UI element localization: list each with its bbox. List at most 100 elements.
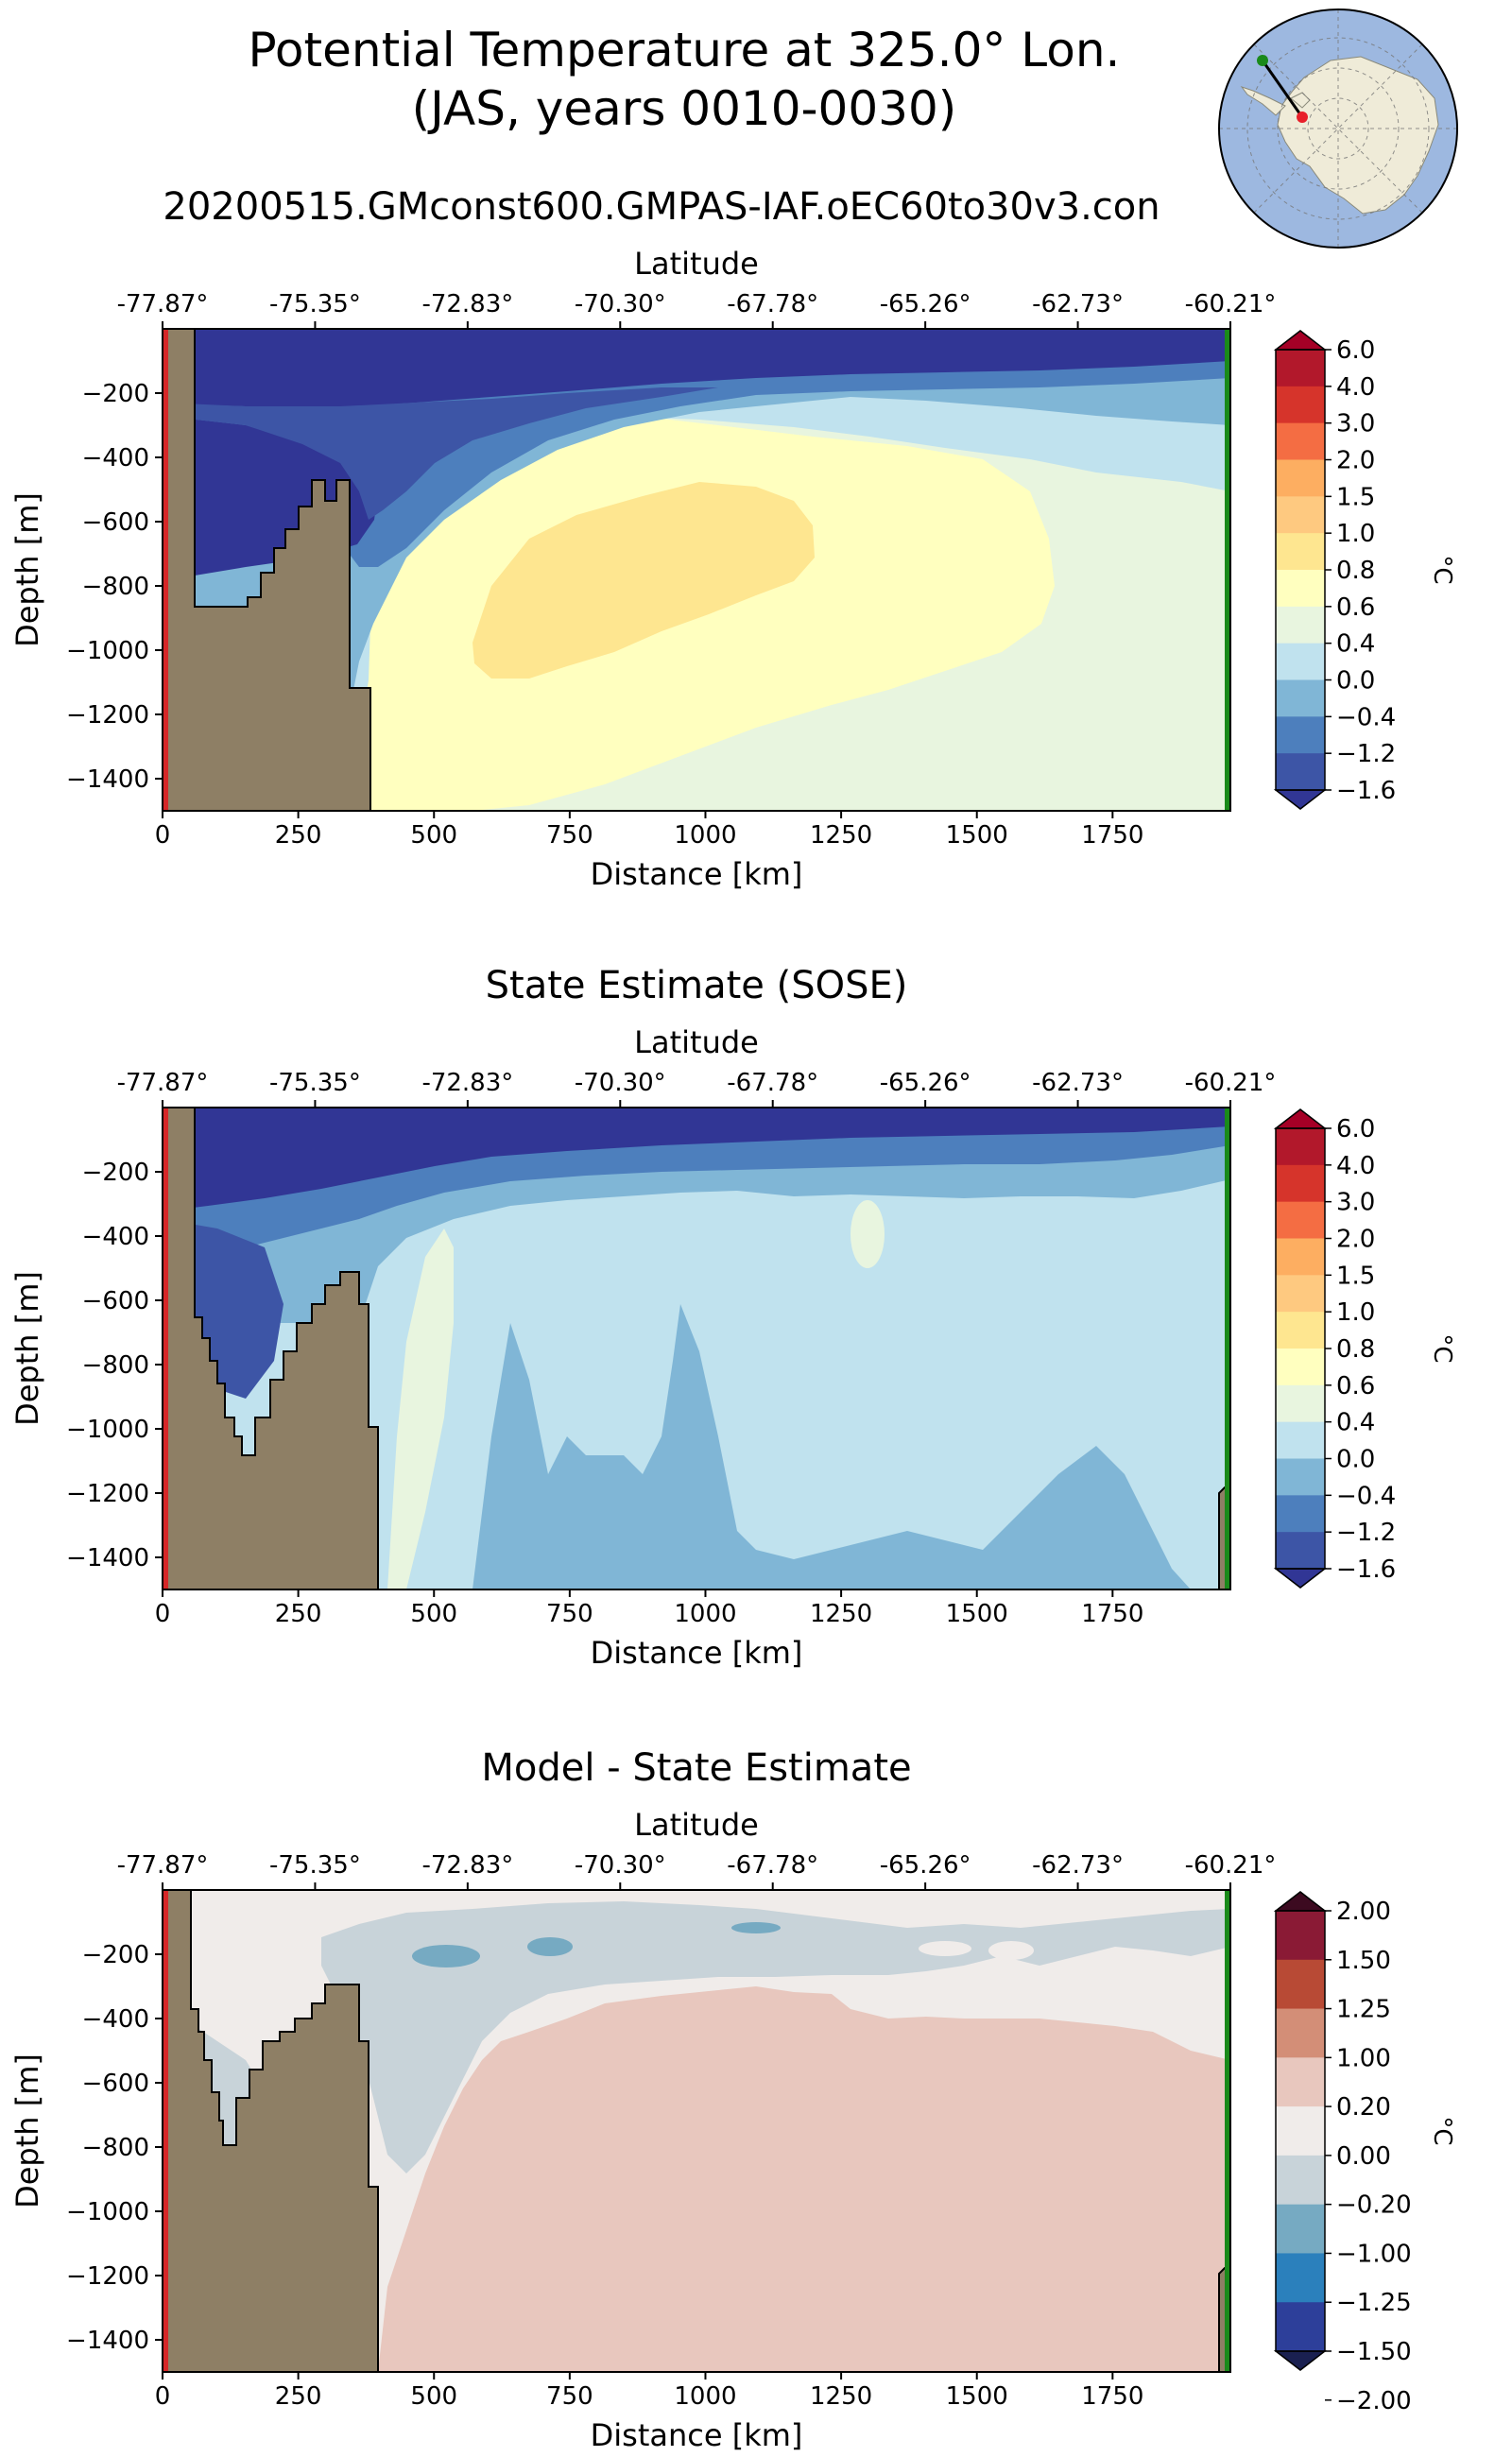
panel-diff-field	[163, 1890, 1230, 2372]
transect-end-bar	[1225, 329, 1230, 811]
lat-tick-label: -62.73°	[1032, 1851, 1124, 1880]
colorbar-tick-label: −0.20	[1336, 2191, 1412, 2220]
colorbar-band	[1276, 1384, 1325, 1423]
colorbar-tick-label: 0.6	[1336, 1372, 1375, 1400]
colorbar-tick-label: 0.00	[1336, 2142, 1391, 2171]
colorbar-band	[1276, 2302, 1325, 2352]
contour-neg0.4-0.0-deep	[472, 1304, 1191, 1589]
y-axis-label: Depth [m]	[9, 2053, 45, 2208]
colorbar-band	[1276, 606, 1325, 644]
x-tick-label: 1250	[810, 1600, 872, 1628]
colorbar-unit-label: °C	[1428, 555, 1456, 584]
lat-tick-label: -67.78°	[727, 1069, 818, 1097]
inset-graticule	[1219, 9, 1457, 248]
colorbar-band	[1276, 1238, 1325, 1276]
x-tick-label: 1750	[1081, 2382, 1143, 2411]
y-tick-label: −1200	[66, 2262, 149, 2291]
top-axis-label: Latitude	[634, 1807, 759, 1843]
inset-transect-end-marker	[1257, 55, 1268, 66]
y-tick-label: −200	[82, 1941, 149, 1969]
panel-diff-colorbar: 2.00 1.50 1.25 1.00 0.20 0.00 −0.20 −1.00 −1.25 −…	[1273, 1891, 1456, 2415]
lat-tick-label: -72.83°	[421, 290, 513, 318]
contour-gap-a	[919, 1941, 971, 1956]
colorbar-tick-label: 0.0	[1336, 1446, 1375, 1474]
y-tick-label: −600	[82, 1287, 149, 1315]
y-tick-label: −400	[82, 2005, 149, 2034]
lat-tick-label: -77.87°	[117, 1069, 209, 1097]
lat-tick-label: -75.35°	[269, 1851, 361, 1880]
colorbar-unit-label: °C	[1428, 2116, 1456, 2145]
lat-tick-label: -72.83°	[421, 1851, 513, 1880]
lat-tick-label: -70.30°	[575, 290, 666, 318]
y-tick-label: −1200	[66, 1480, 149, 1508]
figure-title-line1: Potential Temperature at 325.0° Lon.	[249, 23, 1121, 77]
colorbar-band	[1276, 2106, 1325, 2156]
x-tick-label: 1250	[810, 821, 872, 850]
contour-neg1.00-neg0.20-c	[731, 1922, 781, 1933]
x-tick-label: 750	[546, 1600, 593, 1628]
lat-tick-label: -77.87°	[117, 1851, 209, 1880]
x-tick-label: 0	[155, 2382, 171, 2411]
lat-tick-label: -67.78°	[727, 1851, 818, 1880]
contour-0.4-0.6-blob	[850, 1200, 885, 1268]
x-tick-label: 1500	[946, 1600, 1008, 1628]
colorbar-tick-label: 1.50	[1336, 1947, 1391, 1975]
colorbar-band	[1276, 1495, 1325, 1533]
x-tick-label: 500	[410, 1600, 457, 1628]
colorbar-extend-max	[1273, 330, 1328, 351]
lat-tick-label: -60.21°	[1185, 1069, 1277, 1097]
colorbar-tick-label: 2.00	[1336, 1898, 1391, 1926]
x-tick-label: 1000	[674, 821, 736, 850]
colorbar-tick-label: −0.4	[1336, 1482, 1396, 1510]
colorbar-tick-label: 4.0	[1336, 1152, 1375, 1180]
colorbar-tick-label: 0.8	[1336, 1335, 1375, 1364]
x-tick-label: 1000	[674, 1600, 736, 1628]
colorbar-tick-label: −1.50	[1336, 2338, 1412, 2366]
y-tick-label: −400	[82, 444, 149, 472]
panel-model-field	[163, 329, 1230, 811]
lat-tick-label: -77.87°	[117, 290, 209, 318]
colorbar-tick-label: 3.0	[1336, 410, 1375, 438]
colorbar-band	[1276, 753, 1325, 791]
x-tick-label: 750	[546, 821, 593, 850]
colorbar-tick-label: −1.25	[1336, 2289, 1412, 2317]
contour-gap-b	[988, 1941, 1034, 1960]
x-tick-label: 250	[275, 1600, 322, 1628]
lat-tick-label: -70.30°	[575, 1069, 666, 1097]
colorbar-band	[1276, 570, 1325, 608]
transect-start-bar	[163, 1890, 168, 2372]
panel-model-axes: 0 250 500 750 1000 1250 1500 1750 −200 −400 −600 −8…	[9, 246, 1276, 892]
contour-neg0.20-0.00-upper	[321, 1901, 1230, 2174]
colorbar-tick-label: −1.2	[1336, 740, 1396, 768]
colorbar-band	[1276, 716, 1325, 754]
x-tick-label: 0	[155, 821, 171, 850]
bathymetry-land	[163, 329, 371, 811]
top-axis-label: Latitude	[634, 246, 759, 282]
colorbar-band	[1276, 350, 1325, 387]
inset-transect-start-marker	[1297, 112, 1308, 123]
colorbar-unit-label: °C	[1428, 1333, 1456, 1363]
colorbar-extend-min	[1273, 1568, 1328, 1589]
panel-sose-colorbar: 6.0 4.0 3.0 2.0 1.5 1.0 0.8 0.6 0.4 0.0 −0.4 −1.2 −1…	[1273, 1108, 1456, 1589]
panel-sose-field	[163, 1108, 1230, 1589]
panel-sose-title: State Estimate (SOSE)	[486, 964, 908, 1007]
colorbar-band	[1276, 422, 1325, 460]
y-tick-label: −200	[82, 380, 149, 408]
figure-title-line2: (JAS, years 0010-0030)	[412, 81, 957, 136]
colorbar-extend-min	[1273, 2350, 1328, 2371]
inset-antarctica-land	[1277, 56, 1439, 215]
panel-diff: Model - State Estimate 0 250 500 750 1000 125…	[9, 1746, 1456, 2453]
lat-tick-label: -70.30°	[575, 1851, 666, 1880]
y-tick-label: −400	[82, 1223, 149, 1251]
colorbar-tick-label: 1.5	[1336, 1262, 1375, 1290]
colorbar-tick-label: −2.00	[1336, 2387, 1412, 2415]
transect-start-bar	[163, 329, 168, 811]
colorbar-band	[1276, 1312, 1325, 1349]
colorbar-tick-label: 0.0	[1336, 667, 1375, 696]
colorbar-tick-label: −1.6	[1336, 777, 1396, 805]
bathymetry-land	[163, 1108, 379, 1589]
x-tick-label: 1500	[946, 2382, 1008, 2411]
colorbar-band	[1276, 386, 1325, 424]
colorbar-tick-label: 1.25	[1336, 1996, 1391, 2024]
lat-tick-label: -75.35°	[269, 1069, 361, 1097]
